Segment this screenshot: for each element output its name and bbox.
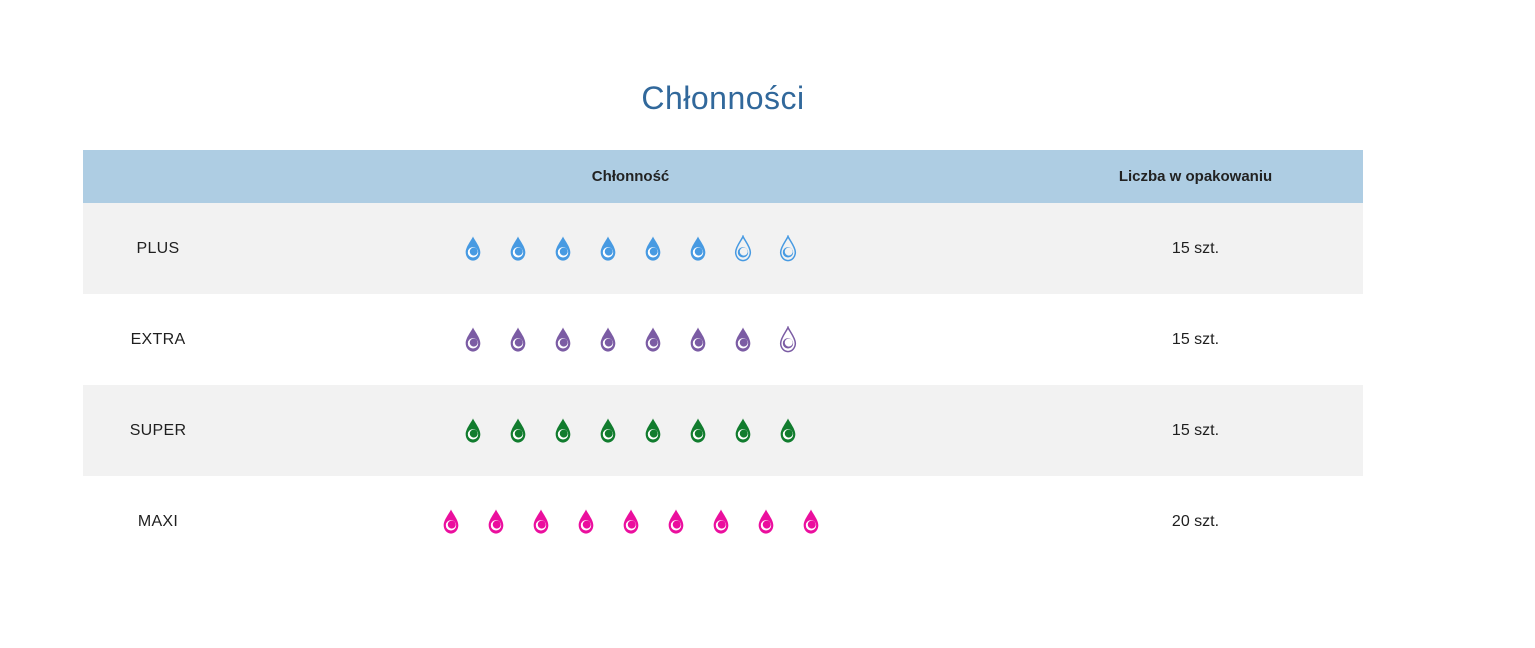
drop-filled-icon [486, 508, 506, 535]
absorbency-table: Chłonność Liczba w opakowaniu PLUS 15 sz… [83, 150, 1363, 567]
row-drops [233, 417, 1028, 444]
drop-filled-icon [688, 326, 708, 353]
drop-filled-icon [643, 235, 663, 262]
table-row: SUPER 15 szt. [83, 385, 1363, 476]
drop-filled-icon [621, 508, 641, 535]
table-body: PLUS 15 szt. EXTRA 15 szt. SUPER 15 szt.… [83, 203, 1363, 567]
pack-count: 15 szt. [1171, 239, 1220, 257]
header-absorbency-cell: Chłonność [591, 168, 670, 185]
page-title: Chłonności [641, 80, 805, 116]
drop-filled-icon [441, 508, 461, 535]
pack-count: 15 szt. [1171, 330, 1220, 348]
drop-filled-icon [553, 326, 573, 353]
header-count-cell: Liczba w opakowaniu [1118, 168, 1273, 185]
drop-empty-icon [733, 235, 753, 262]
table-row: MAXI 20 szt. [83, 476, 1363, 567]
drop-filled-icon [598, 326, 618, 353]
drop-filled-icon [463, 235, 483, 262]
row-drops [233, 235, 1028, 262]
row-label: MAXI [137, 512, 179, 530]
table-header-row: Chłonność Liczba w opakowaniu [83, 150, 1363, 203]
drop-filled-icon [463, 326, 483, 353]
row-drops [233, 326, 1028, 353]
page-content: Chłonności Chłonność Liczba w opakowaniu… [83, 80, 1363, 567]
pack-count: 20 szt. [1171, 512, 1220, 530]
table-row: PLUS 15 szt. [83, 203, 1363, 294]
drop-filled-icon [711, 508, 731, 535]
drop-filled-icon [733, 417, 753, 444]
drop-filled-icon [508, 417, 528, 444]
drop-filled-icon [531, 508, 551, 535]
row-drops [233, 508, 1028, 535]
drop-empty-icon [778, 235, 798, 262]
row-label: EXTRA [130, 330, 186, 348]
drop-filled-icon [576, 508, 596, 535]
drop-filled-icon [688, 417, 708, 444]
drop-filled-icon [666, 508, 686, 535]
drop-filled-icon [553, 417, 573, 444]
drop-filled-icon [688, 235, 708, 262]
drop-filled-icon [553, 235, 573, 262]
drop-filled-icon [598, 235, 618, 262]
drop-filled-icon [508, 326, 528, 353]
drop-filled-icon [643, 417, 663, 444]
drop-filled-icon [733, 326, 753, 353]
drop-filled-icon [643, 326, 663, 353]
row-label: PLUS [136, 239, 180, 257]
drop-filled-icon [508, 235, 528, 262]
pack-count: 15 szt. [1171, 421, 1220, 439]
table-row: EXTRA 15 szt. [83, 294, 1363, 385]
drop-filled-icon [598, 417, 618, 444]
drop-filled-icon [801, 508, 821, 535]
drop-filled-icon [756, 508, 776, 535]
row-label: SUPER [129, 421, 187, 439]
drop-empty-icon [778, 326, 798, 353]
drop-filled-icon [463, 417, 483, 444]
drop-filled-icon [778, 417, 798, 444]
